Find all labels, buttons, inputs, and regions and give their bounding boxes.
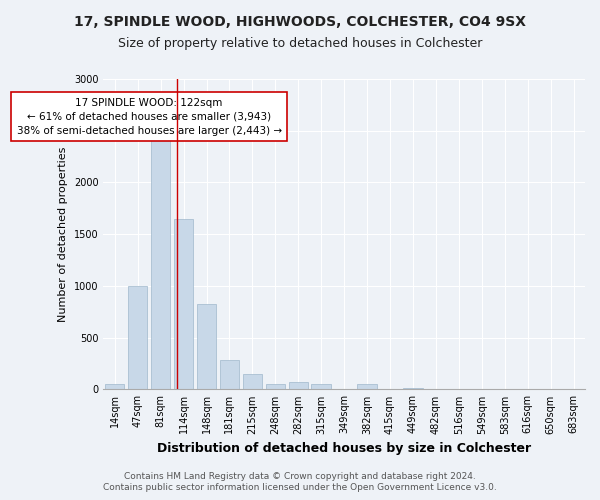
Bar bbox=[242, 374, 262, 390]
Bar bbox=[266, 384, 285, 390]
Y-axis label: Number of detached properties: Number of detached properties bbox=[58, 146, 68, 322]
Text: Size of property relative to detached houses in Colchester: Size of property relative to detached ho… bbox=[118, 38, 482, 51]
Bar bbox=[495, 389, 514, 390]
Bar bbox=[151, 136, 170, 390]
Bar bbox=[564, 389, 583, 390]
Bar bbox=[472, 389, 491, 390]
Bar bbox=[174, 218, 193, 390]
Bar bbox=[403, 388, 423, 390]
Bar bbox=[358, 384, 377, 390]
Bar bbox=[426, 389, 446, 390]
Text: 17 SPINDLE WOOD: 122sqm
← 61% of detached houses are smaller (3,943)
38% of semi: 17 SPINDLE WOOD: 122sqm ← 61% of detache… bbox=[17, 98, 282, 136]
Text: 17, SPINDLE WOOD, HIGHWOODS, COLCHESTER, CO4 9SX: 17, SPINDLE WOOD, HIGHWOODS, COLCHESTER,… bbox=[74, 15, 526, 29]
Bar bbox=[380, 389, 400, 390]
Bar bbox=[220, 360, 239, 390]
Bar bbox=[334, 389, 354, 390]
Bar bbox=[541, 389, 560, 390]
Bar bbox=[105, 384, 124, 390]
Bar bbox=[289, 382, 308, 390]
Bar bbox=[311, 384, 331, 390]
Bar bbox=[518, 389, 538, 390]
Text: Contains public sector information licensed under the Open Government Licence v3: Contains public sector information licen… bbox=[103, 484, 497, 492]
Bar bbox=[128, 286, 148, 390]
Bar bbox=[449, 389, 469, 390]
Bar bbox=[197, 304, 216, 390]
X-axis label: Distribution of detached houses by size in Colchester: Distribution of detached houses by size … bbox=[157, 442, 531, 455]
Text: Contains HM Land Registry data © Crown copyright and database right 2024.: Contains HM Land Registry data © Crown c… bbox=[124, 472, 476, 481]
